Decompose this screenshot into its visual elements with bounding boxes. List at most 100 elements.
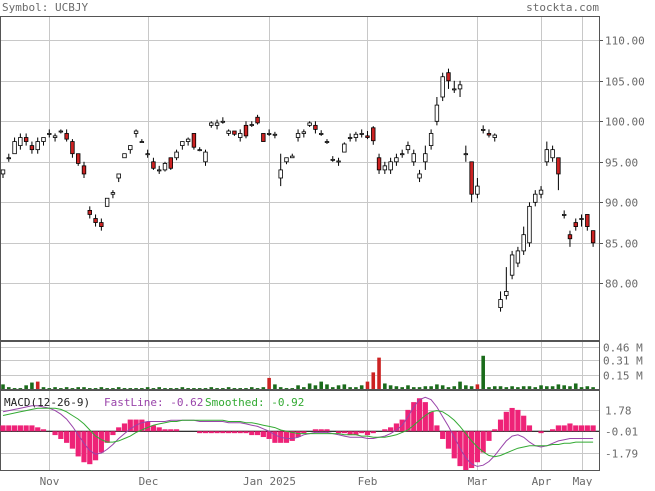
volume-bar: [521, 386, 526, 389]
macd-histogram-bar: [29, 425, 35, 432]
volume-bar: [440, 385, 445, 389]
candle-body: [457, 84, 463, 90]
macd-histogram-bar: [364, 431, 371, 436]
volume-bar: [550, 386, 555, 389]
candle-body: [157, 169, 162, 172]
macd-histogram-bar: [526, 425, 533, 432]
volume-bar: [336, 385, 341, 389]
candle-body: [324, 141, 330, 143]
macd-series: [0, 396, 599, 470]
volume-bar: [435, 384, 439, 389]
volume-bar: [244, 388, 248, 390]
candle-body: [122, 153, 127, 159]
candle-body: [550, 149, 555, 159]
volume-bar: [192, 388, 196, 390]
volume-bar: [429, 386, 433, 389]
macd-histogram-bar: [98, 431, 104, 453]
volume-bar: [174, 388, 179, 390]
macd-histogram-bar: [220, 431, 226, 434]
volume-bar: [400, 387, 404, 389]
candle-body: [70, 141, 75, 155]
volume-tick-label: 0.15 M: [603, 370, 643, 383]
macd-histogram-bar: [92, 431, 99, 461]
candle-body: [515, 250, 521, 264]
volume-bar: [573, 383, 578, 389]
macd-histogram-bar: [324, 429, 330, 432]
candle-body: [567, 234, 573, 240]
candle-body: [278, 169, 283, 179]
macd-histogram-bar: [428, 411, 434, 432]
volume-tick-label: 0.46 M: [603, 342, 643, 355]
candle-body: [185, 138, 191, 142]
volume-bar: [284, 388, 289, 390]
macd-histogram-bar: [87, 431, 93, 465]
candle-body: [446, 72, 451, 82]
volume-bar: [319, 381, 323, 389]
macd-histogram-bar: [202, 431, 209, 434]
macd-histogram-bar: [497, 419, 504, 432]
candle-body: [209, 122, 214, 126]
candle-body: [35, 141, 40, 151]
volume-bar: [539, 385, 543, 389]
macd-histogram-bar: [463, 431, 469, 470]
volume-bar: [591, 387, 595, 389]
candle-body: [168, 157, 173, 169]
candle-body: [162, 163, 168, 171]
month-label: Dec: [139, 475, 159, 486]
candle-body: [440, 76, 445, 98]
macd-histogram-bar: [104, 431, 110, 443]
volume-bar: [510, 386, 514, 389]
candle-body: [6, 157, 11, 160]
macd-histogram-bar: [272, 431, 278, 443]
candle-body: [203, 151, 208, 163]
macd-histogram-bar: [341, 431, 347, 434]
macd-histogram-bar: [226, 431, 232, 434]
price-tick-label: 110.00: [605, 35, 645, 48]
candle-body: [319, 133, 324, 135]
candle-body: [579, 218, 584, 220]
volume-bar: [487, 387, 491, 389]
candle-body: [191, 133, 197, 148]
volume-bar: [307, 383, 312, 389]
macd-histogram-bar: [550, 429, 556, 432]
month-label: Nov: [40, 475, 60, 486]
macd-histogram-bar: [208, 431, 214, 434]
candle-body: [573, 222, 578, 228]
volume-tick-label: 0.31 M: [603, 355, 643, 368]
macd-histogram-bar: [237, 431, 243, 434]
macd-histogram-bar: [0, 425, 6, 432]
volume-bar: [209, 387, 214, 389]
candle-body: [110, 192, 116, 195]
volume-bar: [475, 384, 480, 389]
macd-histogram-bar: [6, 425, 12, 432]
volume-bar: [64, 387, 69, 389]
macd-histogram-bar: [127, 419, 133, 432]
volume-bar: [348, 387, 352, 389]
macd-histogram-bar: [110, 431, 116, 436]
volume-bar: [556, 384, 561, 389]
candle-body: [226, 130, 231, 134]
volume-bar: [469, 386, 474, 389]
volume-bar: [423, 386, 428, 389]
volume-bar: [105, 388, 109, 390]
price-tick-label: 80.00: [605, 278, 638, 291]
month-label: Jan 2025: [243, 475, 296, 486]
macd-histogram-bar: [561, 425, 567, 432]
volume-bar: [417, 387, 422, 389]
volume-bar: [371, 372, 376, 389]
macd-histogram-bar: [521, 415, 527, 432]
volume-bar: [267, 377, 271, 389]
volume-bar: [394, 386, 399, 389]
volume-bar: [163, 388, 167, 390]
candle-body: [272, 133, 278, 136]
volume-bar: [545, 386, 549, 389]
macd-histogram-bar: [162, 429, 168, 432]
candle-body: [99, 222, 104, 228]
volume-bar: [226, 387, 231, 389]
volume-panel: [0, 341, 600, 390]
macd-histogram-bar: [555, 425, 561, 432]
volume-bar: [128, 388, 133, 390]
macd-histogram-bar: [11, 425, 18, 432]
macd-histogram-bar: [23, 425, 29, 432]
